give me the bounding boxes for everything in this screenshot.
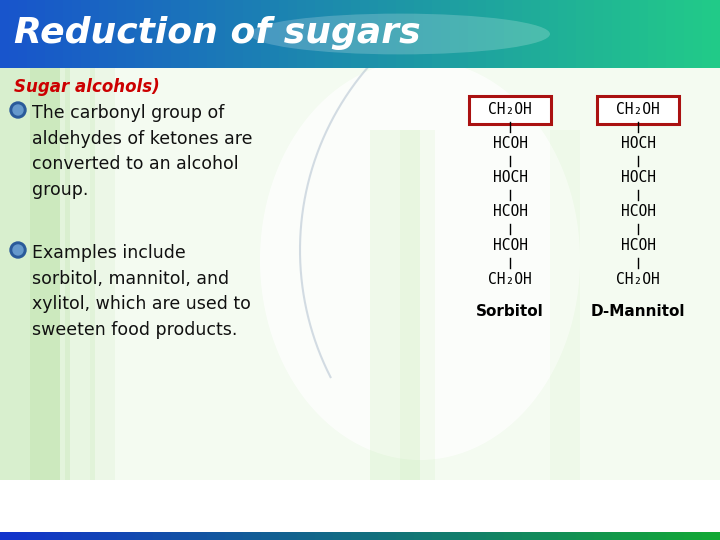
FancyBboxPatch shape — [387, 532, 397, 540]
FancyBboxPatch shape — [648, 532, 658, 540]
Text: HCOH: HCOH — [621, 205, 655, 219]
FancyBboxPatch shape — [333, 0, 343, 68]
FancyBboxPatch shape — [207, 532, 217, 540]
FancyBboxPatch shape — [261, 0, 271, 68]
FancyBboxPatch shape — [27, 0, 37, 68]
FancyBboxPatch shape — [72, 532, 82, 540]
FancyBboxPatch shape — [27, 532, 37, 540]
FancyBboxPatch shape — [549, 532, 559, 540]
Text: HCOH: HCOH — [621, 239, 655, 253]
FancyBboxPatch shape — [65, 60, 95, 480]
FancyBboxPatch shape — [252, 532, 262, 540]
FancyBboxPatch shape — [90, 60, 115, 480]
FancyBboxPatch shape — [597, 96, 679, 124]
FancyBboxPatch shape — [594, 532, 604, 540]
FancyBboxPatch shape — [0, 532, 10, 540]
FancyBboxPatch shape — [675, 0, 685, 68]
FancyBboxPatch shape — [666, 0, 676, 68]
Circle shape — [13, 105, 23, 115]
FancyBboxPatch shape — [400, 130, 435, 480]
FancyBboxPatch shape — [495, 0, 505, 68]
FancyBboxPatch shape — [135, 532, 145, 540]
Circle shape — [10, 242, 26, 258]
FancyBboxPatch shape — [252, 0, 262, 68]
FancyBboxPatch shape — [540, 532, 550, 540]
FancyBboxPatch shape — [30, 60, 70, 480]
FancyBboxPatch shape — [171, 0, 181, 68]
FancyBboxPatch shape — [108, 0, 118, 68]
Text: HCOH: HCOH — [492, 137, 528, 152]
Text: The carbonyl group of
aldehydes of ketones are
converted to an alcohol
group.: The carbonyl group of aldehydes of keton… — [32, 104, 253, 199]
FancyBboxPatch shape — [261, 532, 271, 540]
FancyBboxPatch shape — [675, 532, 685, 540]
FancyBboxPatch shape — [477, 532, 487, 540]
FancyBboxPatch shape — [108, 532, 118, 540]
FancyBboxPatch shape — [0, 0, 10, 68]
FancyBboxPatch shape — [243, 532, 253, 540]
Text: CH₂OH: CH₂OH — [488, 273, 532, 287]
Text: CH₂OH: CH₂OH — [616, 273, 660, 287]
FancyBboxPatch shape — [99, 0, 109, 68]
FancyBboxPatch shape — [693, 0, 703, 68]
Text: Sugar alcohols): Sugar alcohols) — [14, 78, 160, 96]
Ellipse shape — [260, 60, 580, 460]
FancyBboxPatch shape — [153, 532, 163, 540]
FancyBboxPatch shape — [432, 0, 442, 68]
FancyBboxPatch shape — [180, 532, 190, 540]
FancyBboxPatch shape — [639, 0, 649, 68]
FancyBboxPatch shape — [126, 0, 136, 68]
Text: Reduction of sugars: Reduction of sugars — [14, 16, 420, 50]
FancyBboxPatch shape — [126, 532, 136, 540]
FancyBboxPatch shape — [324, 532, 334, 540]
Text: D-Mannitol: D-Mannitol — [590, 304, 685, 319]
FancyBboxPatch shape — [72, 0, 82, 68]
FancyBboxPatch shape — [621, 532, 631, 540]
FancyBboxPatch shape — [144, 0, 154, 68]
FancyBboxPatch shape — [306, 0, 316, 68]
FancyBboxPatch shape — [558, 0, 568, 68]
FancyBboxPatch shape — [639, 532, 649, 540]
FancyBboxPatch shape — [684, 532, 694, 540]
FancyBboxPatch shape — [513, 532, 523, 540]
FancyBboxPatch shape — [117, 0, 127, 68]
Text: HOCH: HOCH — [621, 171, 655, 186]
FancyBboxPatch shape — [657, 0, 667, 68]
FancyBboxPatch shape — [657, 532, 667, 540]
FancyBboxPatch shape — [603, 0, 613, 68]
FancyBboxPatch shape — [54, 532, 64, 540]
FancyBboxPatch shape — [378, 0, 388, 68]
FancyBboxPatch shape — [648, 0, 658, 68]
FancyBboxPatch shape — [180, 0, 190, 68]
FancyBboxPatch shape — [522, 0, 532, 68]
Text: Sorbitol: Sorbitol — [476, 304, 544, 319]
FancyBboxPatch shape — [81, 532, 91, 540]
FancyBboxPatch shape — [36, 532, 46, 540]
FancyBboxPatch shape — [378, 532, 388, 540]
FancyBboxPatch shape — [207, 0, 217, 68]
FancyBboxPatch shape — [621, 0, 631, 68]
FancyBboxPatch shape — [45, 532, 55, 540]
FancyBboxPatch shape — [351, 0, 361, 68]
FancyBboxPatch shape — [216, 532, 226, 540]
FancyBboxPatch shape — [504, 0, 514, 68]
FancyBboxPatch shape — [612, 0, 622, 68]
FancyBboxPatch shape — [99, 532, 109, 540]
FancyBboxPatch shape — [171, 532, 181, 540]
FancyBboxPatch shape — [414, 0, 424, 68]
FancyBboxPatch shape — [54, 0, 64, 68]
FancyBboxPatch shape — [0, 60, 720, 480]
Ellipse shape — [250, 14, 550, 55]
FancyBboxPatch shape — [441, 0, 451, 68]
FancyBboxPatch shape — [342, 0, 352, 68]
FancyBboxPatch shape — [153, 0, 163, 68]
Text: CH₂OH: CH₂OH — [488, 103, 532, 118]
Text: HOCH: HOCH — [621, 137, 655, 152]
FancyBboxPatch shape — [495, 532, 505, 540]
FancyBboxPatch shape — [486, 532, 496, 540]
Text: Examples include
sorbitol, mannitol, and
xylitol, which are used to
sweeten food: Examples include sorbitol, mannitol, and… — [32, 244, 251, 339]
FancyBboxPatch shape — [360, 0, 370, 68]
FancyBboxPatch shape — [9, 532, 19, 540]
FancyBboxPatch shape — [684, 0, 694, 68]
FancyBboxPatch shape — [405, 532, 415, 540]
